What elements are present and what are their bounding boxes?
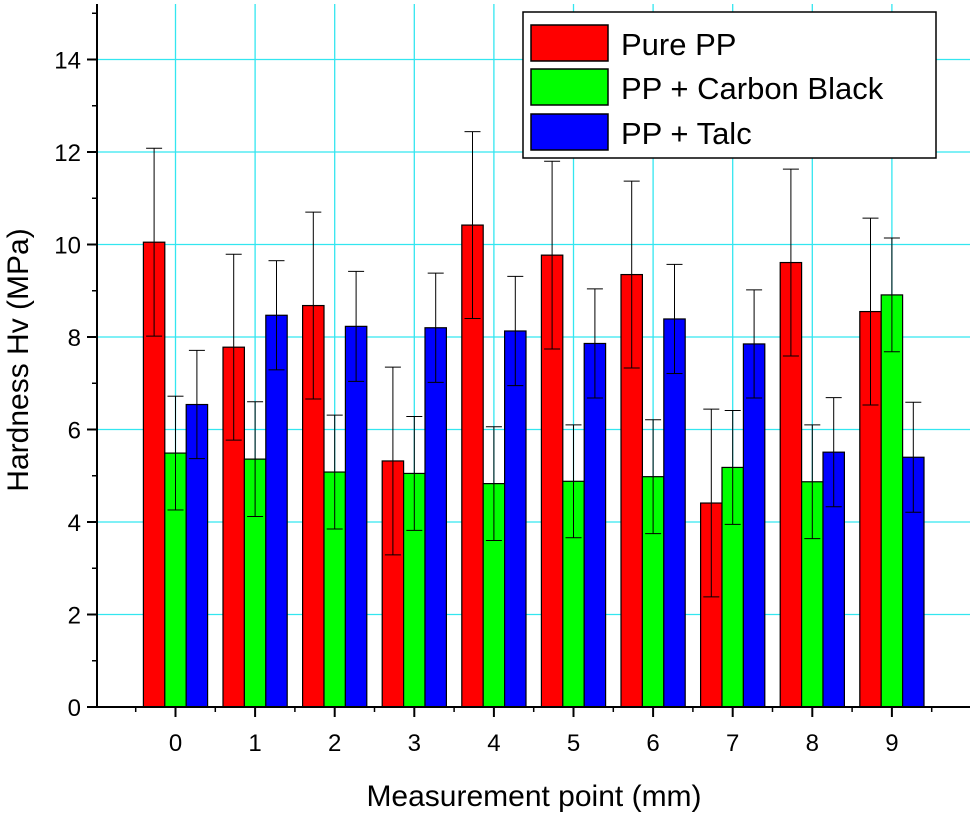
bar-pp-talc-2 <box>344 325 368 708</box>
x-ticks: 0 1 2 3 4 5 6 7 8 9 <box>134 707 933 757</box>
y-tick-label: 14 <box>54 48 81 75</box>
x-tick-label: 2 <box>328 730 341 757</box>
y-tick-label: 10 <box>54 233 81 260</box>
x-tick-label: 7 <box>726 730 739 757</box>
y-tick-label: 6 <box>68 418 81 445</box>
bar-pp-talc-6 <box>663 318 686 708</box>
x-tick-label: 1 <box>248 730 261 757</box>
legend-swatch-pure-pp <box>530 24 609 62</box>
bar-pp-talc-4 <box>504 330 527 708</box>
y-tick-label: 2 <box>68 603 81 630</box>
error-bars <box>146 131 922 598</box>
y-tick-label: 4 <box>68 510 81 537</box>
bar-pp-talc-3 <box>424 327 447 708</box>
legend-label-pp-talc: PP + Talc <box>621 116 752 151</box>
bar-pp-carbon-black-9 <box>880 294 904 708</box>
legend-label-pure-pp: Pure PP <box>621 27 736 62</box>
legend-label-pp-carbon-black: PP + Carbon Black <box>621 71 884 106</box>
legend: Pure PP PP + Carbon Black PP + Talc <box>522 11 937 159</box>
x-tick-label: 0 <box>169 730 182 757</box>
x-tick-label: 5 <box>567 730 580 757</box>
legend-swatch-pp-talc <box>530 113 609 151</box>
y-tick-label: 8 <box>68 325 81 352</box>
x-axis-title: Measurement point (mm) <box>366 780 701 813</box>
x-tick-label: 6 <box>646 730 659 757</box>
x-tick-label: 8 <box>806 730 819 757</box>
y-tick-label: 12 <box>54 140 81 167</box>
bar-pp-talc-1 <box>265 314 288 708</box>
x-tick-label: 3 <box>408 730 421 757</box>
x-tick-label: 4 <box>487 730 500 757</box>
y-axis-title: Hardness Hv (MPa) <box>2 228 35 491</box>
legend-swatch-pp-carbon-black <box>530 68 609 106</box>
x-tick-label: 9 <box>885 730 898 757</box>
bars <box>142 224 925 708</box>
y-tick-label: 0 <box>68 695 81 722</box>
y-ticks: 0 2 4 6 8 10 12 14 <box>54 12 97 722</box>
